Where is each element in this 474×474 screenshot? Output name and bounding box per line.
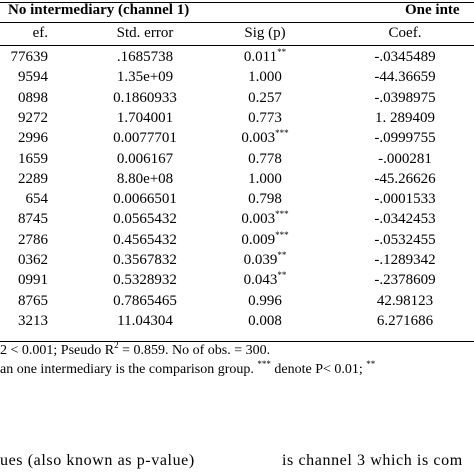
- p-value: 1.000: [248, 170, 282, 187]
- table-cell: 0.009***: [241, 229, 289, 249]
- column-header: ef.: [32, 25, 48, 41]
- column-header: Sig (p): [244, 25, 286, 41]
- table-cell: 0.3567832: [113, 252, 177, 268]
- group-header: One inte: [405, 2, 460, 18]
- table-cell: 0.257: [248, 89, 282, 107]
- column-header: Coef.: [388, 25, 422, 41]
- table-cell: 0362: [18, 252, 48, 268]
- table-cell: 9594: [18, 69, 48, 86]
- table-cell: -.0345489: [374, 49, 436, 65]
- note-part: **: [366, 359, 376, 369]
- table-cell: 11.04304: [117, 312, 173, 329]
- table-cell: 0.773: [248, 109, 282, 127]
- p-value: 0.008: [248, 312, 282, 329]
- p-value: 0.011: [243, 49, 278, 65]
- table-cell: 2289: [18, 170, 48, 187]
- significance-stars: ***: [275, 229, 289, 240]
- p-value: 0.009: [241, 231, 276, 248]
- p-value: 0.778: [248, 150, 282, 167]
- p-value: 0.996: [248, 292, 282, 309]
- table-cell: 9272: [18, 109, 48, 126]
- note: an one intermediary is the comparison gr…: [0, 359, 376, 379]
- table-cell: -.2378609: [374, 272, 436, 289]
- note-part: 2 < 0.001; Pseudo R: [0, 343, 115, 358]
- p-value: 1.000: [248, 69, 282, 86]
- table-cell: 1659: [18, 150, 48, 167]
- table-cell: 654: [25, 191, 49, 208]
- table-cell: 6.271686: [376, 312, 434, 329]
- table-cell: -.0398975: [374, 89, 436, 106]
- table-cell: 0.039**: [244, 251, 287, 269]
- table-cell: 8745: [18, 211, 48, 228]
- table-cell: 8765: [18, 292, 48, 309]
- table-cell: 0.003***: [241, 210, 288, 228]
- table-cell: 0.778: [248, 150, 282, 168]
- p-value: 0.043: [243, 272, 278, 289]
- table-cell: 0.008: [248, 312, 282, 330]
- note-part: 2: [114, 340, 119, 350]
- note-part: denote P< 0.01;: [270, 362, 367, 377]
- table-cell: .1685738: [116, 49, 174, 65]
- p-value: 0.003: [241, 211, 276, 228]
- significance-stars: ***: [275, 128, 289, 139]
- table-cell: 3213: [18, 312, 48, 329]
- table-cell: 1.704001: [116, 109, 174, 126]
- table-cell: 0.798: [248, 190, 282, 208]
- p-value: 0.003: [241, 130, 276, 147]
- body-text: is channel 3 which is com: [282, 452, 463, 469]
- table-cell: 1. 289409: [375, 109, 435, 126]
- table-cell: -.0342453: [374, 211, 436, 228]
- note-part: ***: [257, 359, 271, 369]
- table-cell: 0991: [18, 272, 48, 289]
- p-value: 0.773: [248, 109, 282, 126]
- group-header: No intermediary (channel 1): [8, 2, 190, 18]
- table-cell: 77639: [10, 49, 49, 65]
- bottom-rule: [0, 341, 474, 342]
- subheader-rule: [0, 45, 474, 46]
- header-rule: [0, 22, 474, 23]
- p-value: 0.257: [248, 89, 282, 106]
- note: 2 < 0.001; Pseudo R2 = 0.859. No of obs.…: [0, 340, 271, 360]
- table-cell: 0.4565432: [113, 231, 177, 248]
- table-cell: 2996: [18, 130, 48, 147]
- table-cell: 8.80e+08: [116, 170, 174, 187]
- table-cell: 2786: [18, 231, 48, 248]
- table-cell: 1.000: [248, 170, 282, 188]
- table-cell: -44.36659: [374, 69, 436, 86]
- column-header: Std. error: [116, 25, 174, 41]
- table-cell: -.0999755: [374, 130, 436, 147]
- table-cell: -.0532455: [374, 231, 436, 248]
- p-value: 0.798: [248, 191, 282, 208]
- table-cell: 0.1860933: [113, 89, 177, 106]
- significance-stars: ***: [275, 209, 289, 220]
- top-rule: [0, 2, 474, 3]
- table-cell: -45.26626: [374, 170, 436, 187]
- significance-stars: **: [277, 47, 287, 57]
- table-cell: -.1289342: [374, 252, 436, 268]
- significance-stars: **: [277, 270, 287, 281]
- table-cell: 0.0077701: [113, 130, 177, 147]
- table-cell: 0.0066501: [113, 191, 177, 208]
- table-cell: 0.043**: [244, 271, 287, 289]
- table-cell: 0.996: [248, 292, 282, 310]
- body-text: ues (also known as p-value): [0, 452, 195, 469]
- table-cell: 0.7865465: [113, 292, 177, 309]
- table-cell: 0.006167: [116, 150, 174, 167]
- note-part: = 0.859. No of obs. = 300.: [118, 343, 271, 358]
- table-cell: 1.000: [248, 68, 282, 86]
- table-cell: 1.35e+09: [116, 69, 174, 86]
- table-cell: -.000281: [378, 150, 432, 167]
- table-cell: 0.011**: [244, 48, 286, 66]
- p-value: 0.039: [243, 252, 278, 268]
- table-cell: -.0001533: [374, 191, 436, 208]
- table-cell: 0.0565432: [113, 211, 177, 228]
- note-part: an one intermediary is the comparison gr…: [0, 362, 258, 377]
- significance-stars: **: [277, 250, 287, 260]
- table-cell: 0.5328932: [113, 272, 177, 289]
- table-cell: 0898: [18, 89, 48, 106]
- table-cell: 0.003***: [241, 129, 288, 147]
- table-cell: 42.98123: [376, 292, 434, 309]
